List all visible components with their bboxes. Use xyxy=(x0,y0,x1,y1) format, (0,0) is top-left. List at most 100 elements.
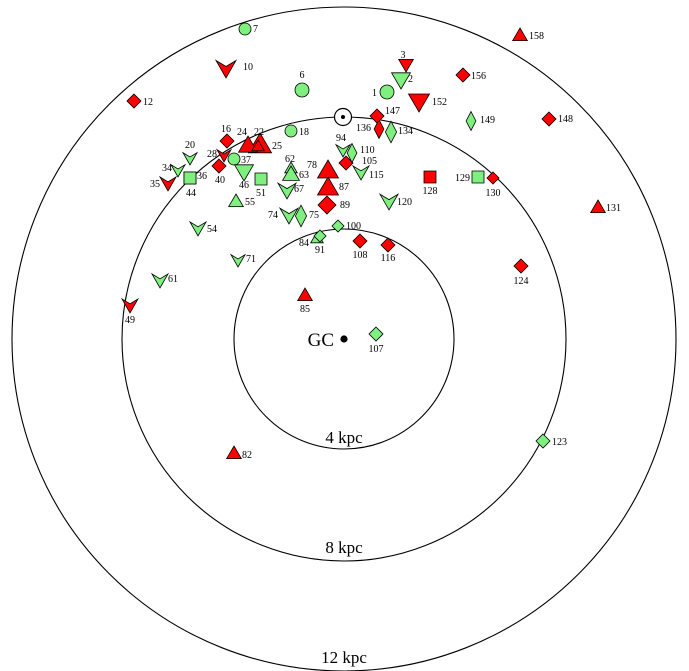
marker-46 xyxy=(233,164,255,182)
marker-label-3: 3 xyxy=(401,50,406,61)
marker-label-78: 78 xyxy=(307,160,317,171)
marker-75 xyxy=(294,204,308,228)
marker-28 xyxy=(215,148,233,163)
marker-91 xyxy=(313,229,327,243)
marker-label-100: 100 xyxy=(346,221,361,232)
ring-label-4kpc: 4 kpc xyxy=(325,428,363,447)
marker-label-107: 107 xyxy=(369,344,384,355)
marker-label-18: 18 xyxy=(299,127,309,138)
marker-label-20: 20 xyxy=(185,140,195,151)
marker-label-87: 87 xyxy=(339,182,349,193)
marker-label-36: 36 xyxy=(197,171,207,182)
marker-label-123: 123 xyxy=(552,437,567,448)
marker-label-75: 75 xyxy=(309,210,319,221)
marker-67 xyxy=(276,182,298,200)
marker-label-85: 85 xyxy=(300,304,310,315)
marker-label-24: 24 xyxy=(237,127,247,138)
marker-label-37: 37 xyxy=(241,155,251,166)
marker-label-94: 94 xyxy=(336,133,346,144)
marker-label-129: 129 xyxy=(455,173,470,184)
marker-63 xyxy=(281,165,301,181)
marker-label-156: 156 xyxy=(471,71,486,82)
marker-label-1: 1 xyxy=(372,88,377,99)
sun-icon xyxy=(333,107,353,127)
distance-rings: 4 kpc 8 kpc 12 kpc xyxy=(11,6,677,671)
marker-label-44: 44 xyxy=(186,188,196,199)
marker-20 xyxy=(181,151,199,166)
marker-158 xyxy=(511,27,529,41)
marker-124 xyxy=(513,258,529,274)
marker-label-110: 110 xyxy=(360,145,375,156)
marker-18 xyxy=(284,124,298,138)
marker-label-22: 22 xyxy=(254,127,264,138)
marker-label-134: 134 xyxy=(398,126,413,137)
marker-label-51: 51 xyxy=(256,188,266,199)
marker-37 xyxy=(227,152,241,166)
marker-label-34: 34 xyxy=(162,163,172,174)
marker-24 xyxy=(237,135,259,153)
marker-61 xyxy=(150,272,170,289)
marker-87 xyxy=(316,176,340,196)
marker-2 xyxy=(390,72,412,90)
marker-55 xyxy=(227,193,245,207)
ring-label-8kpc: 8 kpc xyxy=(325,538,363,557)
marker-label-28: 28 xyxy=(207,149,217,160)
marker-label-46: 46 xyxy=(239,180,249,191)
marker-7 xyxy=(238,22,252,36)
galactic-center: GC xyxy=(308,330,348,351)
marker-label-120: 120 xyxy=(397,197,412,208)
marker-149 xyxy=(465,110,477,132)
marker-label-152: 152 xyxy=(432,97,447,108)
marker-10 xyxy=(214,59,238,79)
marker-label-10: 10 xyxy=(243,62,253,73)
marker-label-7: 7 xyxy=(253,24,258,35)
marker-108 xyxy=(352,233,368,249)
marker-label-35: 35 xyxy=(150,179,160,190)
marker-label-61: 61 xyxy=(168,274,178,285)
marker-44 xyxy=(183,171,197,185)
marker-130 xyxy=(486,171,500,185)
marker-label-12: 12 xyxy=(143,97,153,108)
marker-label-91: 91 xyxy=(315,245,325,256)
marker-label-55: 55 xyxy=(245,197,255,208)
marker-131 xyxy=(589,199,607,213)
ring-12kpc xyxy=(11,6,677,671)
marker-34 xyxy=(169,163,187,178)
marker-label-84: 84 xyxy=(299,238,309,249)
marker-94 xyxy=(334,143,352,158)
marker-147 xyxy=(369,108,385,124)
marker-89 xyxy=(317,195,337,215)
marker-label-148: 148 xyxy=(558,114,573,125)
marker-78 xyxy=(316,159,340,179)
marker-136 xyxy=(373,118,385,140)
marker-100 xyxy=(331,219,345,233)
marker-51 xyxy=(254,172,268,186)
marker-label-71: 71 xyxy=(246,254,256,265)
marker-74 xyxy=(278,207,300,225)
marker-label-25: 25 xyxy=(272,141,282,152)
marker-label-16: 16 xyxy=(221,124,231,135)
marker-116 xyxy=(380,237,396,253)
marker-label-6: 6 xyxy=(300,70,305,81)
ring-label-12kpc: 12 kpc xyxy=(321,648,367,667)
marker-label-74: 74 xyxy=(268,210,278,221)
marker-label-147: 147 xyxy=(385,106,400,117)
marker-label-67: 67 xyxy=(294,184,304,195)
marker-label-49: 49 xyxy=(125,315,135,326)
marker-label-131: 131 xyxy=(606,203,621,214)
marker-label-108: 108 xyxy=(353,250,368,261)
marker-6 xyxy=(294,82,310,98)
marker-label-82: 82 xyxy=(242,450,252,461)
marker-115 xyxy=(351,164,371,181)
marker-label-40: 40 xyxy=(215,175,225,186)
marker-label-124: 124 xyxy=(514,276,529,287)
marker-71 xyxy=(229,253,247,268)
marker-label-158: 158 xyxy=(529,31,544,42)
marker-110 xyxy=(346,142,358,164)
marker-123 xyxy=(535,433,551,449)
galactic-center-dot xyxy=(340,335,348,343)
marker-label-136: 136 xyxy=(356,123,371,134)
marker-label-130: 130 xyxy=(486,188,501,199)
